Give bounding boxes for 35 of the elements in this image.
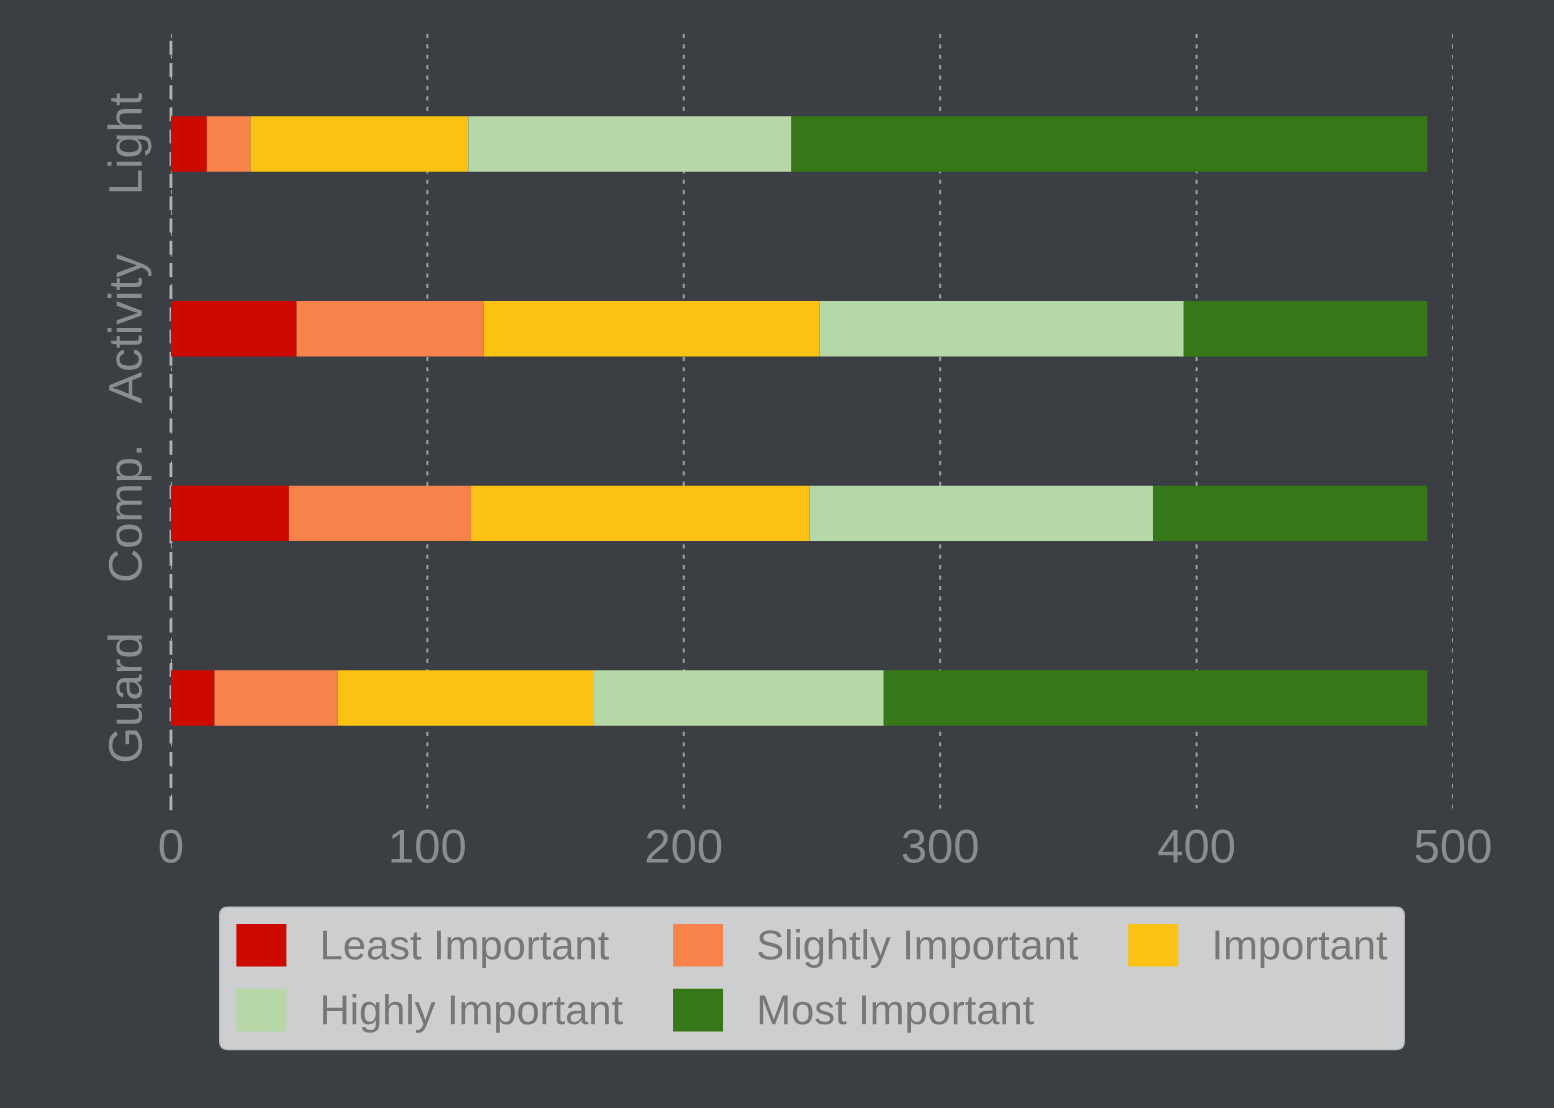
x-tick-label: 400 [1158, 829, 1235, 863]
bar [594, 670, 884, 726]
legend-label: Slightly Important [758, 929, 1078, 968]
legend-label: Highly Important [323, 994, 623, 1033]
bar [1152, 485, 1428, 542]
x-tick-label: 300 [902, 829, 978, 863]
legend-label: Least Important [323, 930, 609, 968]
bar [483, 301, 820, 357]
bar [170, 670, 215, 726]
bar [468, 116, 792, 172]
bar [819, 301, 1184, 357]
bar [883, 670, 1428, 726]
legend-label: Important [1215, 930, 1388, 968]
bar [296, 301, 484, 357]
x-tick-label: 0 [159, 829, 183, 863]
x-tick-label: 500 [1415, 829, 1491, 863]
bar [288, 485, 471, 542]
y-tick-label: Light [107, 93, 152, 192]
bar [250, 116, 469, 172]
bar [170, 485, 289, 542]
x-tick-label: 100 [391, 829, 465, 863]
bar [214, 670, 338, 726]
bar [170, 116, 207, 172]
bar [1183, 301, 1428, 357]
bar [337, 670, 595, 726]
bar [791, 116, 1428, 172]
legend-label: Most Important [759, 995, 1034, 1033]
bar [170, 301, 297, 357]
bar [809, 485, 1153, 542]
y-tick-label: Guard [107, 635, 143, 762]
y-tick-label: Comp. [108, 448, 152, 581]
bar [470, 485, 810, 542]
y-tick-label: Activity [107, 254, 152, 404]
bar [206, 116, 251, 172]
x-tick-label: 200 [646, 829, 722, 863]
